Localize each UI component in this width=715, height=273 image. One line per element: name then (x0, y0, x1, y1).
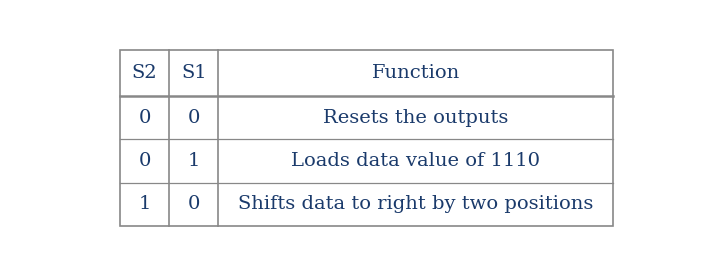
Text: 0: 0 (138, 109, 151, 127)
Bar (120, 50, 613, 226)
Text: S2: S2 (132, 64, 157, 82)
Text: 1: 1 (138, 195, 151, 213)
Text: S1: S1 (181, 64, 207, 82)
Text: Resets the outputs: Resets the outputs (323, 109, 508, 127)
Text: 0: 0 (187, 109, 200, 127)
Text: 0: 0 (138, 152, 151, 170)
Text: Shifts data to right by two positions: Shifts data to right by two positions (238, 195, 593, 213)
Text: 0: 0 (187, 195, 200, 213)
Text: Loads data value of 1110: Loads data value of 1110 (291, 152, 541, 170)
Text: Function: Function (372, 64, 460, 82)
Text: 1: 1 (187, 152, 200, 170)
